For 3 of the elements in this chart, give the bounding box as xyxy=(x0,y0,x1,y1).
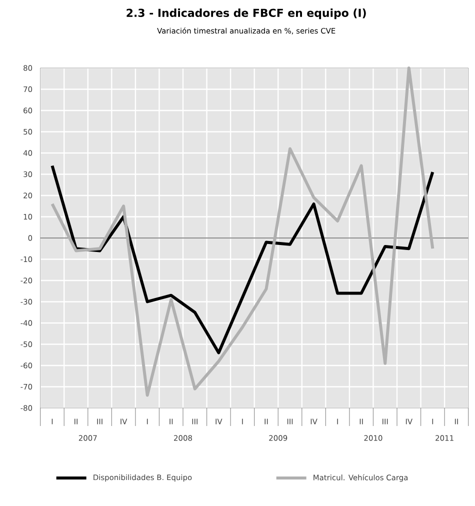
line-series xyxy=(50,66,434,397)
chart-title: 2.3 - Indicadores de FBCF en equipo (I) xyxy=(126,8,366,20)
line-series xyxy=(50,164,434,354)
